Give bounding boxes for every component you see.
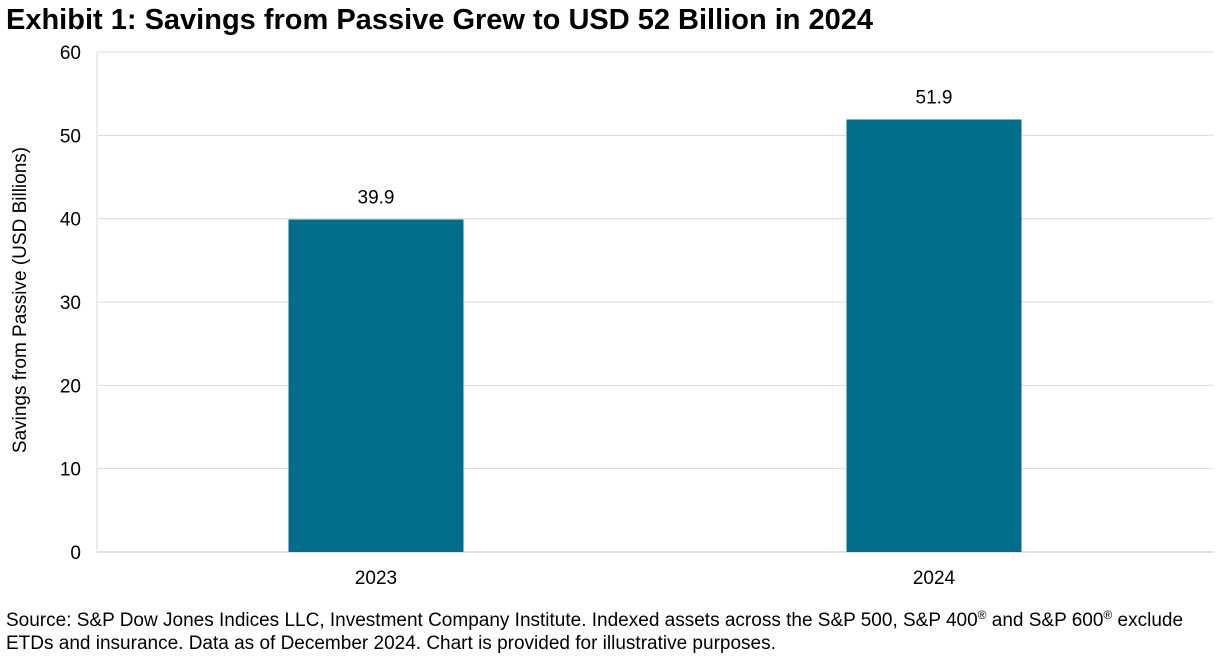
x-tick-label: 2023: [355, 568, 397, 589]
y-tick-label: 0: [70, 543, 81, 564]
bar-chart: 0 10 20 30 40 50 60 39.9 2023 51.9 2024: [60, 43, 1213, 589]
y-tick-label: 30: [60, 293, 81, 314]
data-label: 39.9: [358, 188, 395, 209]
labels: 0 10 20 30 40 50 60 39.9 2023 51.9 2024: [60, 43, 956, 589]
x-tick-label: 2024: [913, 568, 956, 589]
bars: [288, 119, 1022, 552]
data-label: 51.9: [916, 88, 953, 109]
gridlines: [97, 51, 1213, 470]
bar-2023: [288, 219, 464, 552]
bar-2024: [846, 119, 1022, 552]
chart-title: Exhibit 1: Savings from Passive Grew to …: [6, 4, 874, 36]
y-tick-label: 40: [60, 210, 81, 231]
y-axis-label: Savings from Passive (USD Billions): [10, 146, 31, 454]
y-tick-label: 50: [60, 126, 81, 147]
y-tick-label: 10: [60, 460, 81, 481]
source-text-part2: and S&P 600: [986, 610, 1104, 631]
source-text-part3: exclude ETDs and insurance. Data as of D…: [6, 610, 1184, 654]
y-tick-label: 60: [60, 43, 81, 64]
registered-mark: ®: [977, 608, 987, 622]
registered-mark: ®: [1103, 608, 1113, 622]
source-note: Source: S&P Dow Jones Indices LLC, Inves…: [6, 609, 1224, 655]
source-text-part1: Source: S&P Dow Jones Indices LLC, Inves…: [6, 610, 978, 631]
y-tick-label: 20: [60, 376, 81, 397]
axes: [96, 52, 1213, 553]
